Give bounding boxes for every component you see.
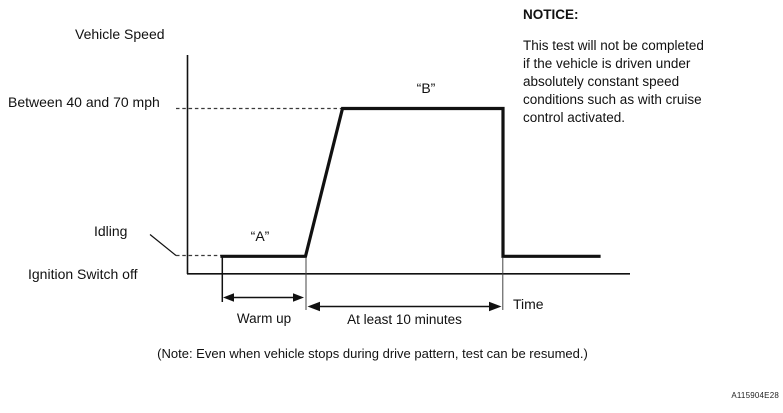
speed-trace <box>220 106 601 258</box>
notice-line: control activated. <box>523 110 626 125</box>
duration-arrow <box>307 301 502 312</box>
notice-body: This test will not be completed if the v… <box>523 37 738 127</box>
note-text: (Note: Even when vehicle stops during dr… <box>157 346 588 361</box>
x-axis-label: Time <box>513 296 544 312</box>
speed-band-label: Between 40 and 70 mph <box>8 94 160 110</box>
segment-a-label: “A” <box>250 228 270 244</box>
notice-line: absolutely constant speed <box>523 74 680 89</box>
warm-up-arrow <box>223 293 304 302</box>
warm-up-label: Warm up <box>236 311 292 326</box>
segment-b-label: “B” <box>416 80 436 96</box>
notice-line: conditions such as with cruise <box>523 92 702 107</box>
figure-code: A115904E28 <box>731 391 779 400</box>
duration-label: At least 10 minutes <box>347 312 462 327</box>
notice-line: This test will not be completed <box>523 38 704 53</box>
y-axis-label: Vehicle Speed <box>75 26 165 42</box>
notice-line: if the vehicle is driven under <box>523 56 691 71</box>
idling-pointer-line <box>149 234 177 256</box>
idling-label: Idling <box>94 223 128 239</box>
ignition-off-label: Ignition Switch off <box>28 266 138 282</box>
notice-title: NOTICE: <box>523 7 579 22</box>
